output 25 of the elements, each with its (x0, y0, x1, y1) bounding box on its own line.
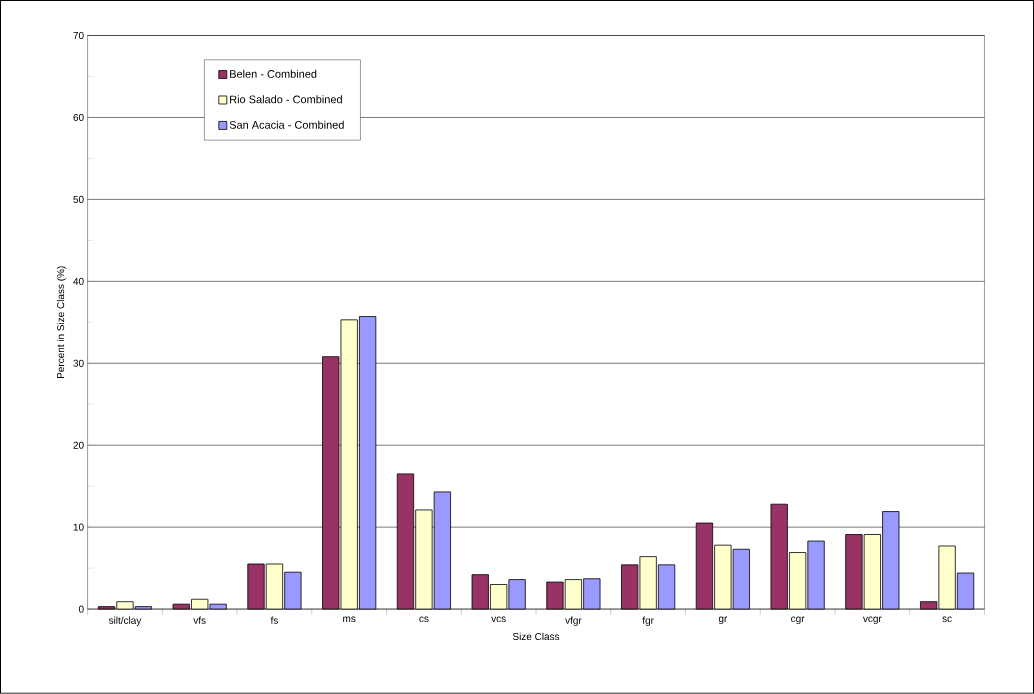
x-tick-label: silt/clay (108, 616, 142, 627)
y-tick-label: 60 (73, 114, 84, 122)
legend-label: Belen - Combined (230, 69, 317, 79)
x-tick-label: ms (343, 616, 356, 623)
x-tick-label: vfgr (565, 616, 582, 627)
legend-label: Rio Salado - Combined (230, 95, 342, 104)
y-tick-label: 40 (73, 277, 84, 286)
y-tick-label: 0 (78, 605, 84, 613)
x-tick-label: fs (270, 616, 278, 625)
x-tick-label: vcs (491, 616, 506, 623)
x-tick-label: gr (718, 616, 728, 625)
x-tick-label: cs (419, 616, 429, 623)
y-tick-label: 10 (73, 523, 84, 531)
x-tick-label: fgr (642, 616, 654, 627)
x-axis-title: Size Class (512, 632, 560, 641)
legend-label: San Acacia - Combined (229, 120, 344, 129)
x-tick-label: vfs (193, 616, 206, 625)
x-tick-label: vcgr (862, 616, 882, 625)
x-tick-label: sc (942, 616, 952, 623)
y-tick-label: 30 (73, 359, 84, 367)
y-tick-label: 50 (73, 196, 84, 204)
y-axis-title: Percent in Size Class (%) (56, 266, 67, 379)
y-tick-label: 70 (73, 32, 84, 40)
y-tick-label: 20 (73, 441, 84, 449)
x-tick-label: cgr (791, 616, 805, 625)
